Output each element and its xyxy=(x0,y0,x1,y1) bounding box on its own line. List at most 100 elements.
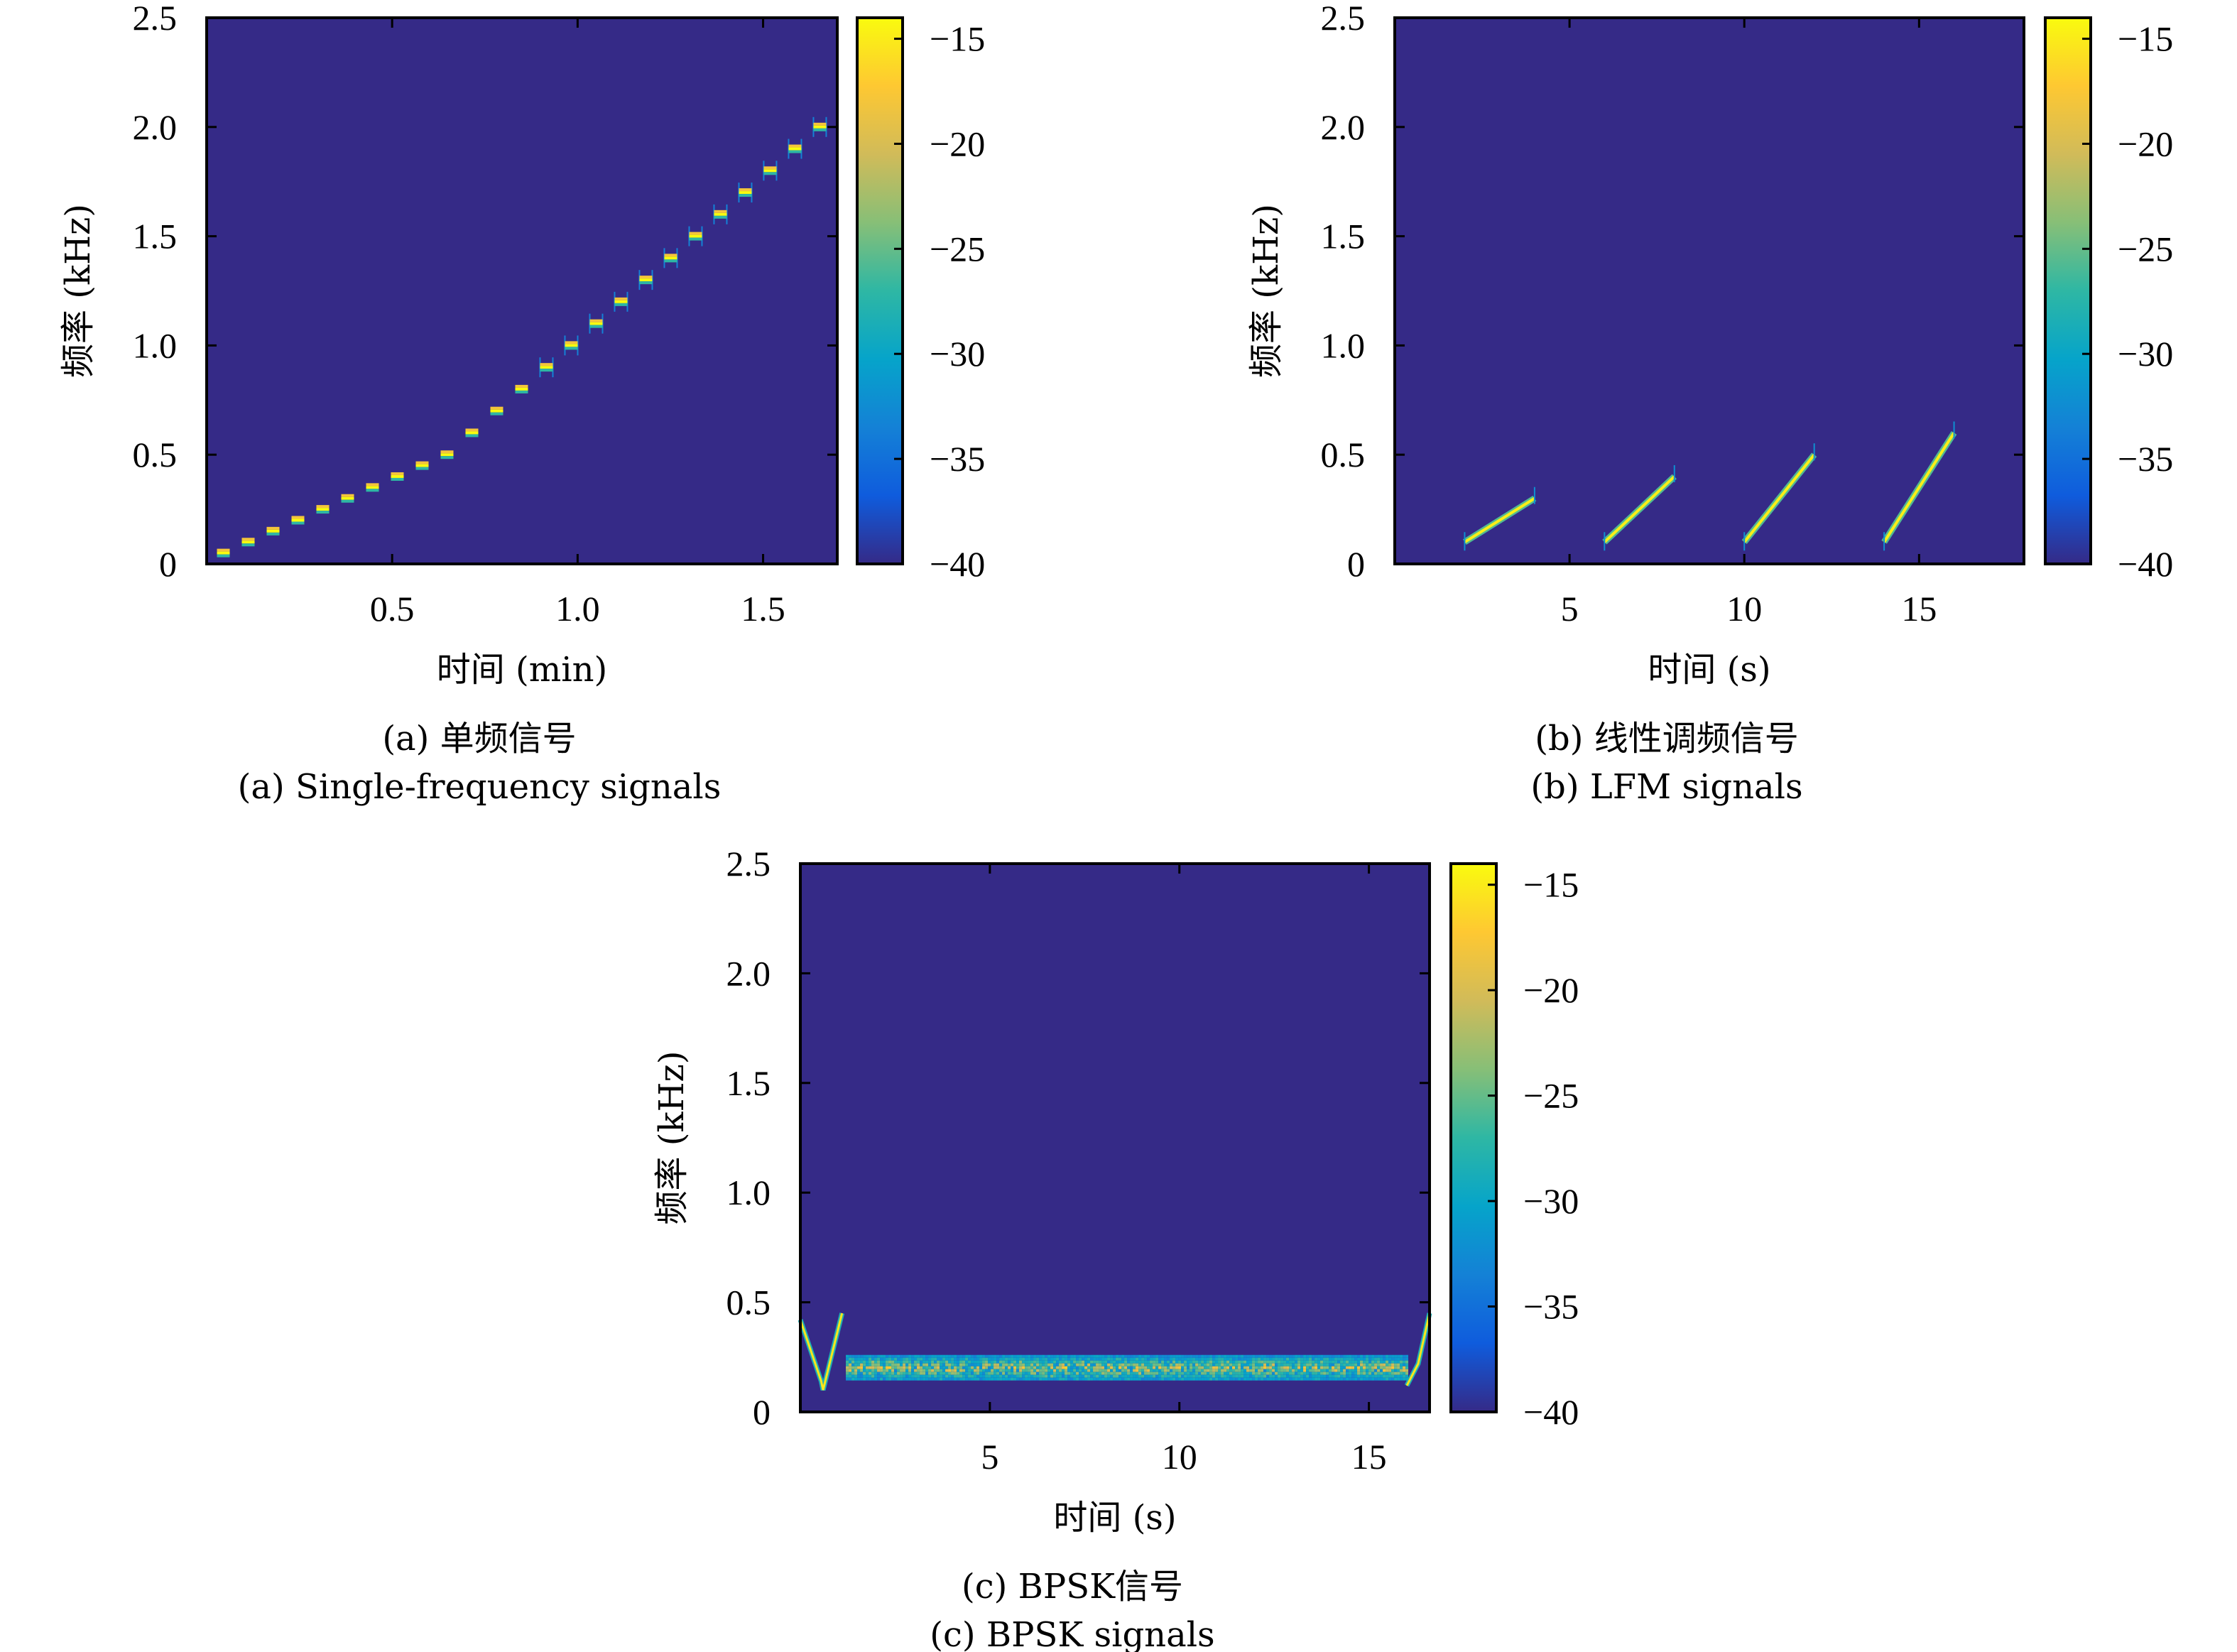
bpsk-cell xyxy=(1008,1360,1011,1364)
bpsk-cell xyxy=(1184,1357,1187,1361)
bpsk-cell xyxy=(1218,1374,1221,1378)
bpsk-cell xyxy=(1073,1371,1077,1375)
bpsk-cell xyxy=(934,1369,937,1372)
bpsk-cell xyxy=(1212,1366,1216,1369)
bpsk-cell xyxy=(1334,1377,1338,1381)
bpsk-cell xyxy=(1150,1363,1153,1366)
bpsk-cell xyxy=(1326,1366,1329,1369)
bpsk-cell xyxy=(857,1366,861,1369)
bpsk-cell xyxy=(1241,1371,1244,1375)
bpsk-cell xyxy=(985,1360,989,1364)
bpsk-cell xyxy=(1360,1360,1364,1364)
bpsk-cell xyxy=(1116,1374,1119,1378)
bpsk-cell xyxy=(1405,1374,1409,1378)
bpsk-cell xyxy=(854,1354,858,1358)
bpsk-cell xyxy=(1289,1363,1292,1366)
bpsk-cell xyxy=(1050,1369,1054,1372)
bpsk-cell xyxy=(1343,1369,1346,1372)
bpsk-cell xyxy=(1195,1371,1199,1375)
bpsk-cell xyxy=(1039,1354,1043,1358)
bpsk-cell xyxy=(957,1374,960,1378)
bpsk-cell xyxy=(1363,1366,1366,1369)
tone-band xyxy=(639,276,653,279)
bpsk-cell xyxy=(1056,1354,1060,1358)
bpsk-cell xyxy=(900,1366,903,1369)
colorbar-tick-label: −40 xyxy=(1523,1392,1579,1432)
bpsk-cell xyxy=(1292,1360,1295,1364)
bpsk-cell xyxy=(1329,1377,1332,1381)
bpsk-cell xyxy=(1255,1357,1258,1361)
bpsk-cell xyxy=(976,1377,980,1381)
bpsk-cell xyxy=(1002,1357,1006,1361)
bpsk-cell xyxy=(1155,1371,1159,1375)
bpsk-cell xyxy=(1198,1354,1202,1358)
bpsk-cell xyxy=(959,1357,963,1361)
bpsk-cell xyxy=(1008,1366,1011,1369)
bpsk-cell xyxy=(1383,1357,1386,1361)
bpsk-cell xyxy=(937,1369,940,1372)
bpsk-cell xyxy=(1065,1357,1068,1361)
bpsk-cell xyxy=(1005,1377,1008,1381)
bpsk-cell xyxy=(888,1360,892,1364)
bpsk-cell xyxy=(1366,1363,1369,1366)
bpsk-cell xyxy=(942,1357,946,1361)
bpsk-cell xyxy=(1292,1354,1295,1358)
bpsk-cell xyxy=(965,1369,969,1372)
bpsk-cell xyxy=(1198,1377,1202,1381)
bpsk-cell xyxy=(1332,1374,1335,1378)
bpsk-cell xyxy=(1181,1371,1185,1375)
bpsk-cell xyxy=(1292,1369,1295,1372)
colorbar-tick-label: −30 xyxy=(930,334,985,374)
bpsk-cell xyxy=(1008,1363,1011,1366)
bpsk-cell xyxy=(1400,1354,1403,1358)
tone-band xyxy=(565,341,578,344)
bpsk-cell xyxy=(991,1366,994,1369)
bpsk-cell xyxy=(866,1360,869,1364)
bpsk-cell xyxy=(1212,1377,1216,1381)
bpsk-cell xyxy=(1005,1354,1008,1358)
bpsk-cell xyxy=(1090,1360,1094,1364)
tone-band xyxy=(266,532,280,536)
bpsk-cell xyxy=(1175,1354,1179,1358)
bpsk-cell xyxy=(917,1369,920,1372)
bpsk-cell xyxy=(925,1374,929,1378)
bpsk-cell xyxy=(1258,1357,1261,1361)
bpsk-cell xyxy=(1235,1377,1239,1381)
bpsk-cell xyxy=(1368,1363,1372,1366)
bpsk-cell xyxy=(1201,1360,1204,1364)
bpsk-cell xyxy=(1090,1374,1094,1378)
tone-peak xyxy=(714,212,727,216)
bpsk-cell xyxy=(934,1377,937,1381)
bpsk-cell xyxy=(934,1366,937,1369)
bpsk-cell xyxy=(1144,1354,1148,1358)
bpsk-cell xyxy=(1124,1374,1128,1378)
bpsk-cell xyxy=(1025,1369,1028,1372)
bpsk-cell xyxy=(1349,1377,1352,1381)
bpsk-cell xyxy=(948,1366,952,1369)
bpsk-cell xyxy=(851,1371,855,1375)
bpsk-cell xyxy=(1329,1374,1332,1378)
bpsk-cell xyxy=(1093,1377,1096,1381)
bpsk-cell xyxy=(1062,1363,1065,1366)
tone-band xyxy=(217,548,230,552)
bpsk-cell xyxy=(1374,1377,1378,1381)
bpsk-cell xyxy=(863,1369,866,1372)
bpsk-cell xyxy=(1229,1366,1233,1369)
bpsk-cell xyxy=(860,1354,864,1358)
bpsk-cell xyxy=(1084,1377,1088,1381)
bpsk-cell xyxy=(999,1371,1003,1375)
bpsk-cell xyxy=(1235,1357,1239,1361)
bpsk-cell xyxy=(1050,1354,1054,1358)
bpsk-cell xyxy=(1326,1354,1329,1358)
bpsk-cell xyxy=(1405,1357,1409,1361)
bpsk-cell xyxy=(900,1357,903,1361)
bpsk-cell xyxy=(988,1357,991,1361)
bpsk-cell xyxy=(1025,1374,1028,1378)
tone-mark xyxy=(465,428,479,438)
bpsk-cell xyxy=(1130,1360,1133,1364)
bpsk-cell xyxy=(1332,1377,1335,1381)
tone-band xyxy=(490,412,504,415)
bpsk-cell xyxy=(1073,1366,1077,1369)
bpsk-cell xyxy=(1320,1363,1324,1366)
